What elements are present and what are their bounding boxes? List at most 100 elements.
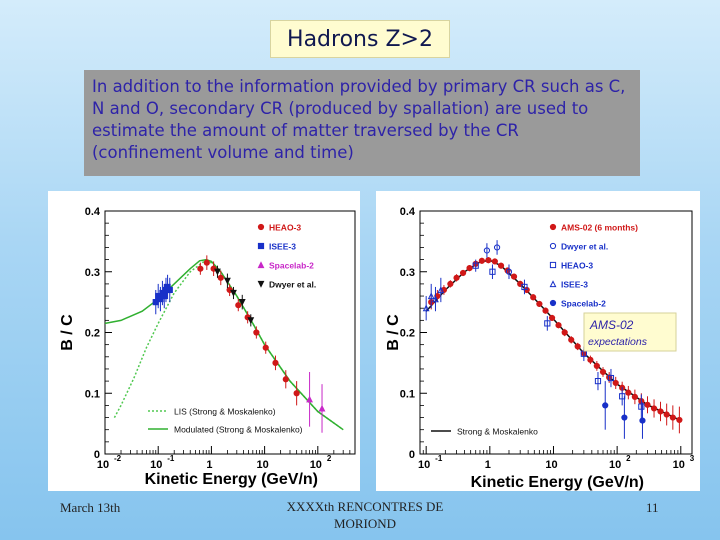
data-point [561,329,568,336]
legend-marker [257,223,265,231]
data-point [293,390,300,397]
slide-title: Hadrons Z>2 [270,20,450,58]
data-point [282,376,289,383]
x-tick-label: 10 [609,459,621,471]
legend-marker [257,242,265,250]
legend-marker [549,223,557,231]
data-series [472,259,645,419]
x-tick-label: 10 [97,459,109,471]
data-point [466,265,473,272]
data-point [602,402,609,409]
data-point [318,404,326,412]
data-series [602,381,646,439]
legend-label: Dwyer et al. [269,280,316,290]
x-tick-label: 10 [673,459,685,471]
y-tick-label: 0.2 [400,328,415,340]
data-point [247,317,255,325]
legend-marker [549,242,557,250]
legend-label: Spacelab-2 [561,299,606,309]
x-tick-label: 10 [545,459,557,471]
legend-line-label: LIS (Strong & Moskalenko) [174,407,276,417]
y-axis-label: B / C [59,314,76,351]
x-tick-exponent: -2 [114,454,122,463]
x-tick-label: 10 [310,459,322,471]
x-axis-label: Kinetic Energy (GeV/n) [471,474,644,491]
data-point [447,280,454,288]
plot-frame [104,210,356,455]
y-tick-label: 0.1 [400,388,415,400]
data-point [497,262,505,269]
y-tick-label: 0.1 [85,388,100,400]
y-tick-label: 0 [94,449,100,461]
data-point [639,417,646,424]
data-point [544,320,551,327]
data-point [536,300,543,308]
legend-line-label: Modulated (Strong & Moskalenko) [174,425,303,435]
left-chart: 0 0.1 0.2 0.3 0.4 10 -2 10 -1 1 10 10 2 Kinetic Energ… [59,206,356,488]
data-point [432,295,439,303]
y-tick-label: 0.3 [400,267,415,279]
x-tick-label: 1 [206,459,212,471]
x-tick-label: 10 [256,459,268,471]
data-series [422,277,445,321]
data-point [599,368,607,376]
data-point [427,292,435,300]
legend-label: HEAO-3 [561,261,593,271]
data-series [214,265,255,327]
data-point [197,265,204,272]
x-tick-exponent: -1 [435,454,443,463]
data-point [612,379,619,387]
data-point [161,292,168,300]
data-point [422,304,430,312]
data-point [483,247,491,254]
data-point [491,258,498,265]
right-chart-panel: 0 0.1 0.2 0.3 0.4 10 -1 1 10 10 2 10 3 Kinetic Energy… [376,191,700,491]
data-point [663,411,670,418]
description-text: In addition to the information provided … [84,70,640,176]
data-point [676,416,683,424]
data-point [238,299,246,306]
data-point [272,359,279,366]
data-point [306,395,313,403]
annotation-subtitle: expectations [588,336,648,348]
data-point [253,329,260,336]
legend-label: Spacelab-2 [269,261,314,271]
data-point [574,343,581,350]
data-point [530,294,537,301]
left-chart-panel: 0 0.1 0.2 0.3 0.4 10 -2 10 -1 1 10 10 2 Kinetic Energ… [48,191,360,491]
x-tick-label: 10 [418,459,430,471]
legend-marker [549,280,557,288]
data-point [644,401,651,408]
data-point [493,244,501,251]
data-point [594,378,602,385]
y-tick-label: 0.4 [400,206,416,218]
data-point [505,268,513,275]
x-tick-exponent: -1 [167,454,175,463]
data-point [472,262,479,269]
data-point [235,302,242,309]
data-point [638,403,645,410]
data-point [650,405,658,412]
footer-page-number: 11 [646,500,659,515]
footer-conference: XXXXth RENCONTRES DE MORIOND [286,499,444,531]
legend-marker [257,280,265,288]
data-point [593,362,600,370]
legend-marker [549,261,557,269]
data-point [489,268,496,275]
x-tick-label: 1 [485,459,491,471]
data-point [587,356,594,363]
y-tick-label: 0 [409,449,415,461]
data-point [214,268,221,276]
data-series [197,255,300,406]
annotation-box [583,312,677,352]
x-tick-exponent: 2 [327,454,332,463]
data-point [478,257,485,264]
data-point [621,414,628,421]
data-point [485,257,492,264]
right-chart: 0 0.1 0.2 0.3 0.4 10 -1 1 10 10 2 10 3 Kinetic Energy… [385,206,695,491]
data-point [542,307,549,314]
data-point [203,259,210,266]
legend-label: HEAO-3 [269,223,301,233]
x-tick-exponent: 3 [690,454,695,463]
data-point [631,393,638,400]
